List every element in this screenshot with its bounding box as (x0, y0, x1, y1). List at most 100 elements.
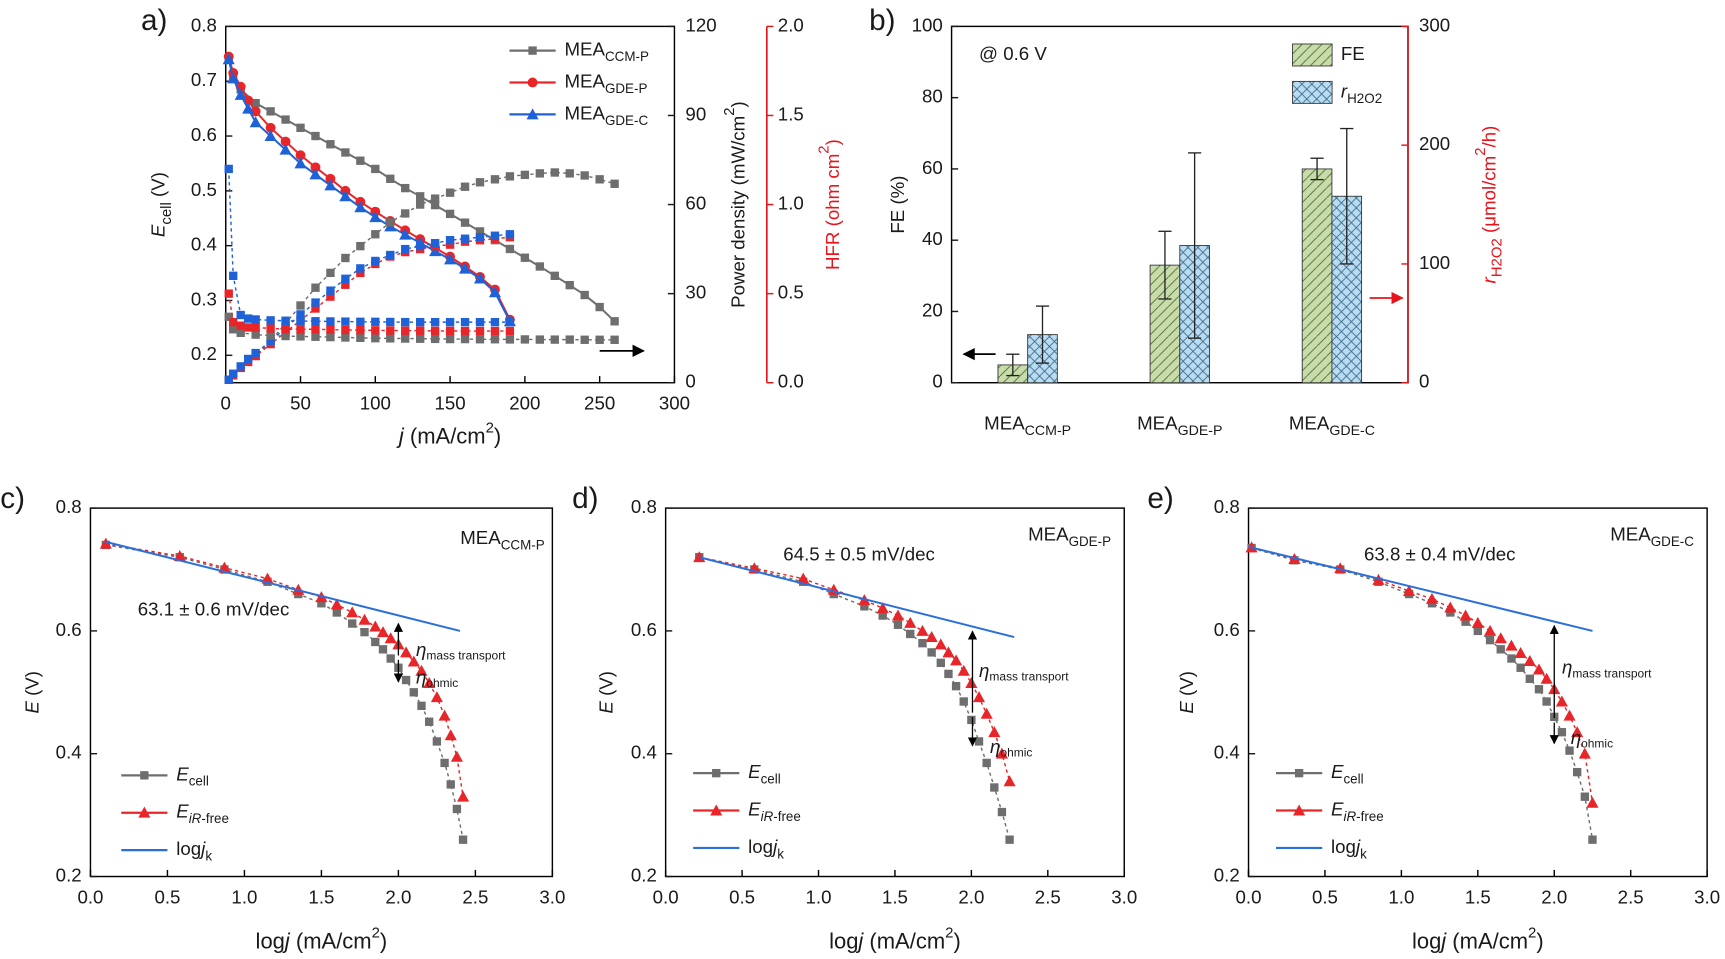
legend-label-part: E (748, 798, 761, 819)
marker (934, 638, 947, 650)
y-tick-label: 0.0 (778, 371, 804, 392)
marker (1003, 775, 1016, 787)
marker (251, 98, 260, 108)
marker (279, 143, 292, 155)
legend-label-part: k (1360, 846, 1367, 861)
legend-label-part: k (205, 848, 212, 863)
legend-label-part: j (770, 836, 778, 857)
marker (475, 335, 485, 344)
marker (138, 806, 151, 818)
y-axis-label-part: (V) (1176, 671, 1197, 701)
x-tick-label: 2.5 (462, 886, 488, 907)
marker (580, 335, 589, 344)
marker (1425, 592, 1439, 604)
marker (140, 771, 149, 780)
marker (972, 691, 986, 703)
marker (445, 334, 455, 344)
marker (229, 325, 238, 334)
legend-label-part: -free (1356, 808, 1384, 823)
x-tick-label: MEAGDE-P (1137, 412, 1222, 439)
y-tick-label: 80 (922, 86, 943, 107)
x-tick-label: 50 (290, 393, 311, 414)
marker (1565, 746, 1574, 755)
x-tick-label: 250 (584, 393, 615, 414)
marker (356, 325, 365, 335)
marker (356, 333, 365, 343)
panel-label: b) (869, 4, 895, 37)
x-tick-label-part: MEA (984, 412, 1025, 433)
marker (490, 231, 500, 240)
marker (974, 737, 984, 746)
legend-label: logjk (1331, 836, 1367, 861)
legend-label: Ecell (748, 761, 781, 786)
marker (475, 317, 485, 327)
x-tick-label: 0.0 (77, 886, 103, 907)
y-tick-label: 0.6 (191, 124, 217, 145)
marker (376, 626, 390, 638)
marker (904, 616, 917, 628)
marker (341, 280, 350, 289)
y-tick-label: 0 (685, 371, 695, 392)
marker (445, 317, 455, 327)
x-axis-label: logj (mA/cm2) (829, 924, 961, 953)
x-axis-label-part: 2 (1528, 924, 1536, 941)
series-line (1248, 545, 1593, 632)
error-bar (1310, 157, 1324, 181)
legend-label: EiR-free (176, 801, 229, 826)
marker (430, 194, 440, 203)
marker (712, 768, 721, 778)
marker (452, 804, 462, 814)
marker (505, 326, 515, 336)
marker (445, 188, 455, 197)
x-axis-label-part: log (829, 928, 858, 953)
marker (356, 264, 365, 273)
marker (944, 669, 953, 679)
y-tick-label: 0.5 (191, 179, 217, 200)
eta-mass-label-part: mass transport (989, 670, 1069, 684)
marker (266, 331, 275, 340)
marker (460, 317, 470, 327)
marker (339, 190, 352, 202)
x-tick-label: 2.0 (1541, 886, 1567, 907)
marker (878, 611, 887, 620)
marker (281, 316, 290, 325)
y-axis-label: Ecell (V) (148, 172, 175, 237)
marker (224, 375, 233, 384)
marker (990, 783, 999, 792)
slope-annotation: 64.5 ± 0.5 mV/dec (783, 543, 935, 564)
x-axis-label-part: 2 (486, 419, 494, 436)
marker (550, 271, 559, 281)
marker (401, 334, 410, 343)
eta-mass-label: ηmass transport (979, 660, 1069, 684)
marker (535, 169, 545, 178)
marker (371, 230, 380, 239)
legend-label: logjk (748, 836, 784, 861)
marker (415, 334, 425, 343)
legend-label-part: cell (761, 771, 781, 786)
y-tick-label: 0 (932, 371, 942, 392)
marker (1516, 663, 1525, 672)
marker (505, 172, 515, 181)
y-tick-label: 0.8 (191, 14, 217, 35)
marker (371, 256, 380, 266)
marker (1461, 617, 1470, 626)
marker (242, 102, 255, 114)
marker (1555, 695, 1568, 707)
x-tick-label: MEAGDE-C (1289, 412, 1375, 439)
marker (460, 334, 470, 344)
legend-label: rH2O2 (1341, 80, 1382, 105)
y2-axis-label-part: /h) (1478, 126, 1499, 148)
y-tick-label: 40 (922, 228, 943, 249)
legend-label-part: MEA (564, 70, 605, 91)
marker (281, 331, 290, 341)
marker (1293, 804, 1306, 816)
marker (341, 148, 350, 157)
marker (99, 537, 112, 549)
legend-label: MEAGDE-C (564, 102, 648, 127)
x-tick-label: 1.5 (882, 886, 908, 907)
marker (460, 182, 470, 191)
legend-label-part: GDE-P (605, 80, 648, 95)
x-axis-label-part: log (256, 928, 285, 953)
marker (980, 707, 993, 719)
x-axis-label: logj (mA/cm2) (256, 924, 388, 953)
